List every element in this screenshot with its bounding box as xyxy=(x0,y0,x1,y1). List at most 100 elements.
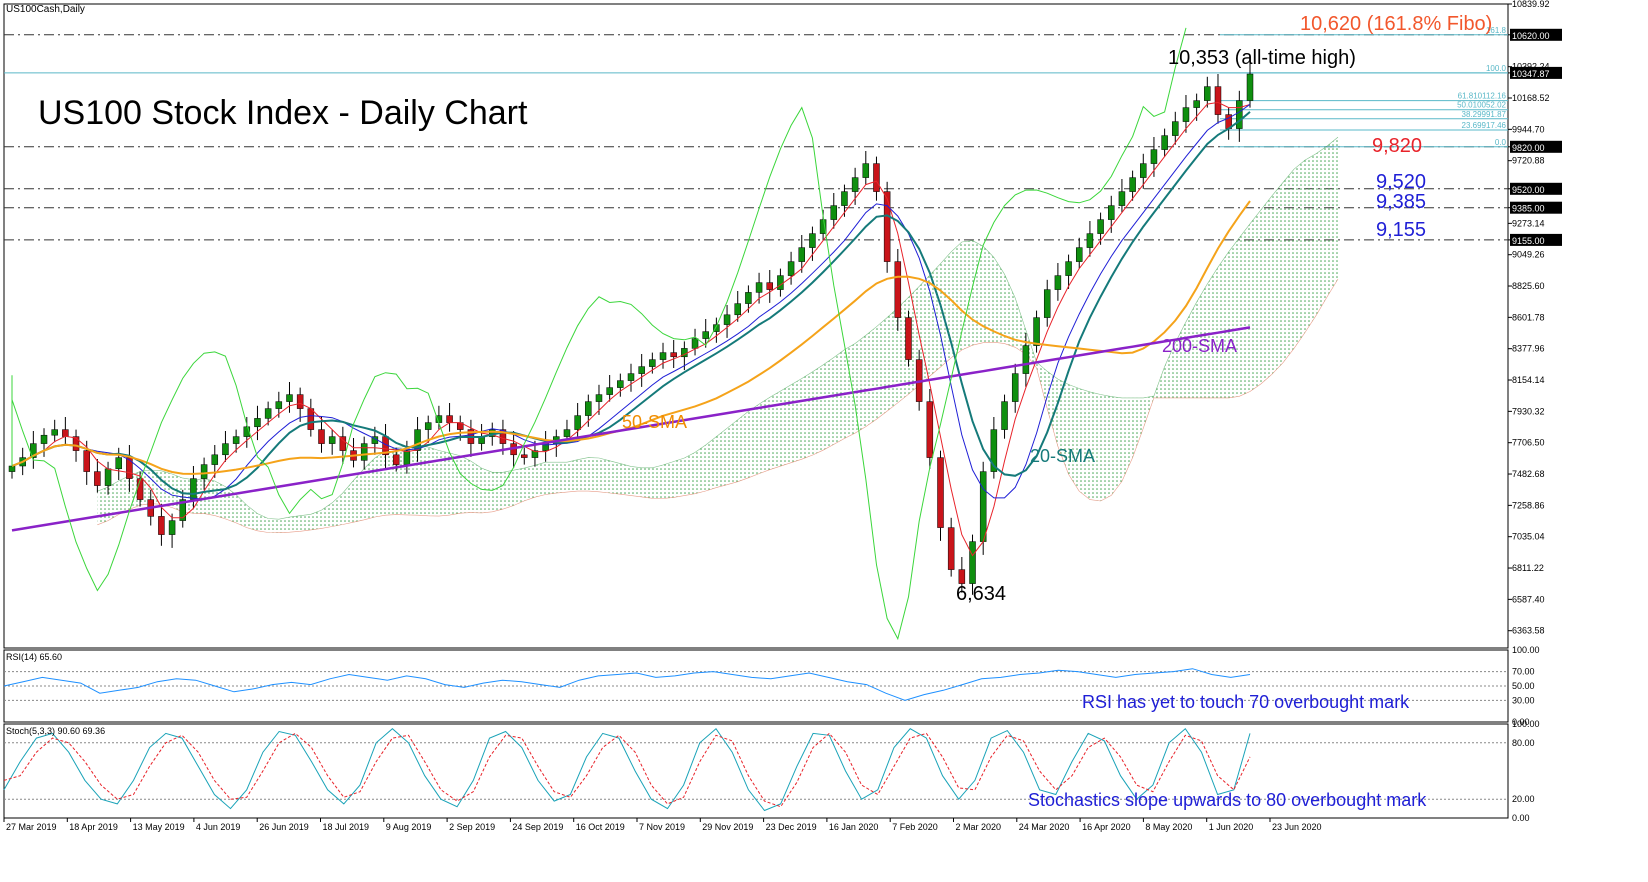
candle-body xyxy=(713,324,720,332)
candle-body xyxy=(83,450,90,472)
candle-body xyxy=(702,331,709,339)
candle-body xyxy=(286,394,293,402)
price-axis-label: 10392.24 xyxy=(1512,62,1550,72)
candle-body xyxy=(1075,247,1083,262)
chikou-line xyxy=(11,27,1187,641)
candle-body xyxy=(638,366,645,374)
level-label-fibo: 10,620 (161.8% Fibo) xyxy=(1300,13,1492,35)
candle-body xyxy=(659,352,667,360)
candle-body xyxy=(264,408,272,419)
x-axis-label: 23 Jun 2020 xyxy=(1272,822,1322,832)
candle-body xyxy=(969,541,976,584)
x-axis-label: 27 Mar 2019 xyxy=(6,822,57,832)
candle-body xyxy=(905,317,912,360)
candle-body xyxy=(190,478,197,500)
x-axis-label: 1 Jun 2020 xyxy=(1209,822,1254,832)
candle-body xyxy=(222,443,229,456)
sma200-line xyxy=(11,326,1251,532)
chart-title: US100 Stock Index - Daily Chart xyxy=(38,94,528,132)
stoch-axis-label: 0.00 xyxy=(1512,813,1530,823)
price-axis-label: 7706.50 xyxy=(1512,438,1545,448)
price-axis-label: 10168.52 xyxy=(1512,93,1550,103)
candle-body xyxy=(115,457,122,470)
price-panel-frame xyxy=(3,3,1509,649)
level-label-9820: 9,820 xyxy=(1372,135,1422,157)
price-axis-label: 7035.04 xyxy=(1512,532,1545,542)
candle-body xyxy=(1043,289,1051,318)
x-axis-label: 26 Jun 2019 xyxy=(259,822,309,832)
candle-body xyxy=(296,394,304,409)
candle-body xyxy=(499,429,507,444)
candle-body xyxy=(254,418,261,428)
stoch-axis-label: 100.00 xyxy=(1512,719,1540,729)
fib-label: 50.010052.02 xyxy=(1457,101,1506,110)
x-axis-label: 23 Dec 2019 xyxy=(766,822,817,832)
fib-label: 161.8 xyxy=(1486,26,1507,35)
rsi-annotation: RSI has yet to touch 70 overbought mark xyxy=(1082,692,1410,712)
cloud-span-b xyxy=(97,278,1339,534)
candle-body xyxy=(1086,233,1094,248)
stoch-annotation: Stochastics slope upwards to 80 overboug… xyxy=(1028,790,1427,810)
level-marker-label: 10347.87 xyxy=(1512,69,1550,79)
candle-body xyxy=(777,275,784,290)
candle-body xyxy=(958,569,966,584)
candle-body xyxy=(574,415,581,430)
price-axis-label: 10839.92 xyxy=(1512,0,1550,9)
x-axis-label: 13 May 2019 xyxy=(133,822,185,832)
candle-body xyxy=(627,373,635,381)
candle-body xyxy=(819,219,827,234)
candle-body xyxy=(734,303,741,316)
x-axis-label: 18 Apr 2019 xyxy=(69,822,118,832)
price-axis-label: 9273.14 xyxy=(1512,218,1545,228)
candle-body xyxy=(104,468,112,486)
level-marker-box xyxy=(1510,140,1562,153)
x-axis-label: 18 Jul 2019 xyxy=(323,822,370,832)
candle-body xyxy=(1246,73,1254,101)
kijun-line xyxy=(11,103,1251,500)
candle-body xyxy=(1204,86,1211,101)
candle-body xyxy=(862,163,870,178)
price-axis-label: 6811.22 xyxy=(1512,563,1544,573)
candle-body xyxy=(937,457,944,528)
sma200-label: 200-SMA xyxy=(1162,336,1237,356)
candle-body xyxy=(318,429,325,444)
sma20-label: 20-SMA xyxy=(1030,446,1095,466)
candle-body xyxy=(8,465,16,472)
candle-body xyxy=(1022,345,1030,374)
candle-body xyxy=(1054,275,1062,290)
stoch-axis-label: 80.00 xyxy=(1512,738,1535,748)
x-axis-label: 16 Oct 2019 xyxy=(576,822,625,832)
fib-label: 100.0 xyxy=(1486,64,1507,73)
x-axis-label: 24 Sep 2019 xyxy=(512,822,563,832)
x-axis-label: 8 May 2020 xyxy=(1145,822,1192,832)
candle-body xyxy=(1001,401,1008,430)
candle-body xyxy=(595,394,603,402)
candle-body xyxy=(1161,135,1168,150)
candle-body xyxy=(94,471,101,486)
symbol-label: US100Cash,Daily xyxy=(6,4,85,15)
candle-body xyxy=(40,434,48,444)
candle-body xyxy=(723,314,731,325)
candle-body xyxy=(392,454,400,465)
price-axis-label: 9720.88 xyxy=(1512,156,1545,166)
candle-body xyxy=(1065,261,1072,276)
level-marker-label: 9155.00 xyxy=(1512,236,1545,246)
stoch-k-line xyxy=(3,727,1251,812)
candle-body xyxy=(307,408,315,430)
x-axis-label: 24 Mar 2020 xyxy=(1019,822,1070,832)
x-axis-label: 2 Sep 2019 xyxy=(449,822,495,832)
ichimoku-cloud xyxy=(97,137,1338,533)
candle-body xyxy=(232,436,240,444)
candle-body xyxy=(414,429,421,451)
candle-body xyxy=(328,436,336,444)
x-axis-label: 16 Jan 2020 xyxy=(829,822,879,832)
x-axis-label: 16 Apr 2020 xyxy=(1082,822,1131,832)
candle-body xyxy=(339,436,347,451)
sma20-line xyxy=(11,111,1251,496)
candle-body xyxy=(883,191,891,262)
candle-body xyxy=(787,261,795,276)
candle-body xyxy=(894,261,902,318)
fib-label: 23.69917.46 xyxy=(1462,121,1507,130)
candle-body xyxy=(1236,100,1243,129)
